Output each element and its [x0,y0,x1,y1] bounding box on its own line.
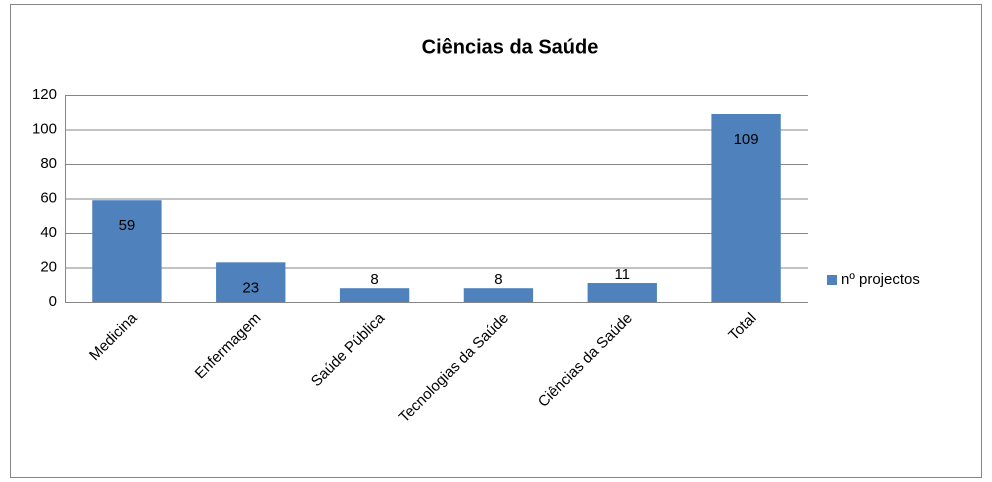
y-tick-label: 0 [49,293,57,310]
y-tick-label: 80 [40,155,57,172]
y-tick-label: 120 [32,86,57,103]
data-label: 23 [242,279,259,296]
bar [587,283,657,302]
bar [339,288,410,302]
data-label: 8 [370,271,378,288]
chart-border [10,4,982,478]
legend-swatch [827,275,837,285]
data-label: 59 [119,217,136,234]
y-tick-label: 60 [40,189,57,206]
y-tick-label: 20 [40,258,57,275]
bar [463,288,534,302]
y-tick-label: 40 [40,224,57,241]
legend-label: nº projectos [841,271,920,288]
y-tick-label: 100 [32,120,57,137]
data-label: 109 [734,131,759,148]
bar [92,200,162,302]
bar [711,113,781,302]
bar [216,262,286,302]
data-label: 8 [494,271,502,288]
chart-title: Ciências da Saúde [422,36,599,58]
data-label: 11 [614,266,630,283]
